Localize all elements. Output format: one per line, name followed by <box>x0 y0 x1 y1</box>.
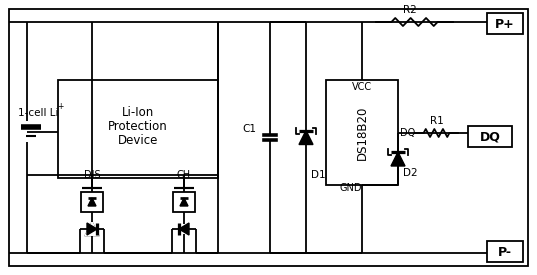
Text: C1: C1 <box>242 125 256 134</box>
Bar <box>326 80 398 185</box>
Polygon shape <box>179 223 189 235</box>
Polygon shape <box>299 131 313 144</box>
Text: VCC: VCC <box>352 82 372 92</box>
Bar <box>487 13 523 34</box>
Bar <box>173 192 195 212</box>
Bar <box>487 241 523 262</box>
Text: D2: D2 <box>403 168 418 178</box>
Bar <box>81 192 103 212</box>
Polygon shape <box>180 198 188 206</box>
Text: R1: R1 <box>430 116 444 126</box>
Text: Li-Ion: Li-Ion <box>122 106 154 119</box>
Text: P+: P+ <box>495 18 515 31</box>
Text: DIS: DIS <box>84 170 100 180</box>
Text: GND: GND <box>340 183 362 193</box>
Polygon shape <box>85 222 99 236</box>
Text: DQ: DQ <box>480 131 500 144</box>
Text: CH: CH <box>177 170 191 180</box>
Polygon shape <box>87 223 97 235</box>
Text: 1-cell Li: 1-cell Li <box>18 108 59 118</box>
Text: DQ: DQ <box>400 128 415 138</box>
Polygon shape <box>85 222 99 236</box>
Bar <box>58 80 218 178</box>
Polygon shape <box>88 198 96 206</box>
Text: $^+$: $^+$ <box>56 102 65 112</box>
Text: Device: Device <box>118 133 158 147</box>
Polygon shape <box>391 152 405 166</box>
Text: P-: P- <box>498 246 512 258</box>
Text: D1: D1 <box>311 170 325 180</box>
Bar <box>468 126 512 147</box>
Text: R2: R2 <box>403 5 416 15</box>
Text: DS18B20: DS18B20 <box>355 106 368 160</box>
Text: Protection: Protection <box>108 120 168 133</box>
